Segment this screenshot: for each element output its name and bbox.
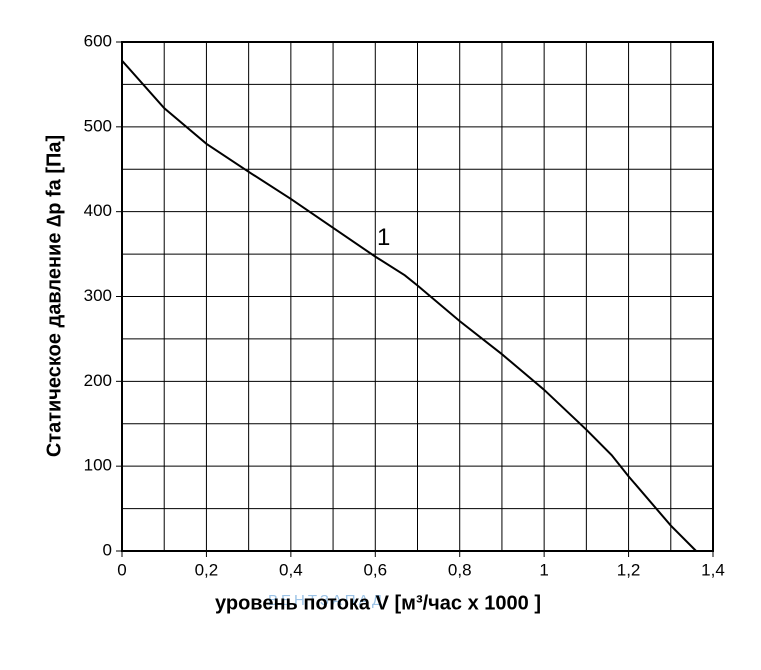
y-tick-label: 500: [84, 116, 112, 135]
x-tick-label: 0: [117, 560, 126, 579]
x-tick-label: 0,8: [448, 560, 472, 579]
y-tick-label: 200: [84, 371, 112, 390]
y-tick-label: 300: [84, 286, 112, 305]
x-tick-label: 0,4: [279, 560, 303, 579]
x-axis-label: уровень потока V [м³/час x 1000 ]: [215, 592, 541, 614]
y-tick-label: 600: [84, 31, 112, 50]
y-tick-label: 100: [84, 456, 112, 475]
y-axis-label: Статическое давление ∆p fa [Па]: [43, 135, 65, 457]
x-tick-label: 0,2: [195, 560, 219, 579]
curve: [121, 59, 697, 552]
x-tick-label: 0,6: [363, 560, 387, 579]
y-tick-label: 0: [103, 540, 112, 559]
x-tick-label: 1: [539, 560, 548, 579]
x-tick-label: 1,4: [701, 560, 725, 579]
y-tick-label: 400: [84, 201, 112, 220]
watermark: ВЕНТЗАПАД: [268, 592, 385, 609]
x-tick-label: 1,2: [617, 560, 641, 579]
annotation: 1: [377, 224, 390, 251]
